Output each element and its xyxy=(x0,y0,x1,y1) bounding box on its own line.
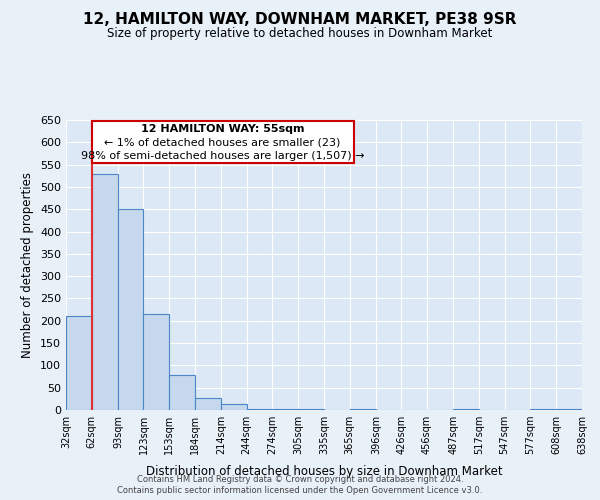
Bar xyxy=(298,409,324,410)
Bar xyxy=(247,409,272,410)
Text: 12, HAMILTON WAY, DOWNHAM MARKET, PE38 9SR: 12, HAMILTON WAY, DOWNHAM MARKET, PE38 9… xyxy=(83,12,517,28)
Bar xyxy=(92,174,118,410)
Text: 12 HAMILTON WAY: 55sqm: 12 HAMILTON WAY: 55sqm xyxy=(141,124,304,134)
Bar xyxy=(118,209,143,410)
Bar xyxy=(169,375,196,410)
Bar xyxy=(66,316,92,410)
X-axis label: Distribution of detached houses by size in Downham Market: Distribution of detached houses by size … xyxy=(146,466,502,478)
Y-axis label: Number of detached properties: Number of detached properties xyxy=(22,172,34,358)
Bar xyxy=(92,121,354,164)
Text: Contains public sector information licensed under the Open Government Licence v3: Contains public sector information licen… xyxy=(118,486,482,495)
Bar xyxy=(350,409,376,410)
Bar xyxy=(221,404,247,410)
Bar xyxy=(272,409,298,410)
Bar xyxy=(196,398,221,410)
Bar xyxy=(530,409,556,410)
Text: Contains HM Land Registry data © Crown copyright and database right 2024.: Contains HM Land Registry data © Crown c… xyxy=(137,475,463,484)
Text: Size of property relative to detached houses in Downham Market: Size of property relative to detached ho… xyxy=(107,28,493,40)
Bar xyxy=(556,409,582,410)
Text: ← 1% of detached houses are smaller (23): ← 1% of detached houses are smaller (23) xyxy=(104,138,341,148)
Bar xyxy=(143,314,169,410)
Text: 98% of semi-detached houses are larger (1,507) →: 98% of semi-detached houses are larger (… xyxy=(81,151,364,161)
Bar xyxy=(454,409,479,410)
